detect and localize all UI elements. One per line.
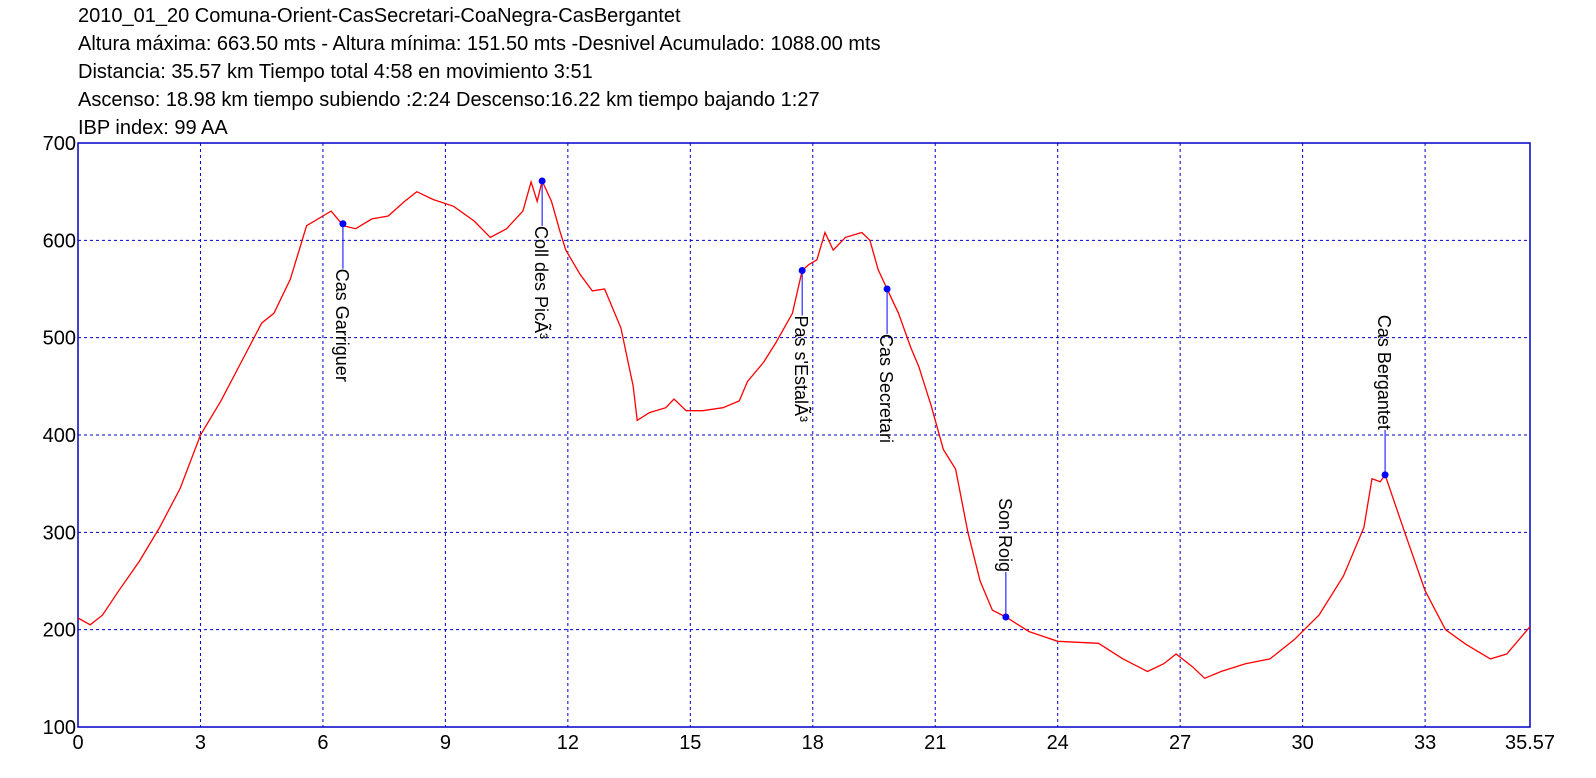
waypoint-label: Cas Secretari: [876, 334, 896, 443]
x-tick-label: 30: [1292, 732, 1314, 754]
y-tick-label: 300: [43, 522, 76, 544]
y-tick-label: 200: [43, 620, 76, 642]
x-tick-label: 21: [924, 732, 946, 754]
waypoint: [798, 267, 806, 275]
x-tick-label: 12: [557, 732, 579, 754]
y-tick-label: 400: [43, 425, 76, 447]
x-tick-label: 18: [802, 732, 824, 754]
y-tick-label: 700: [43, 133, 76, 155]
chart-title: 2010_01_20 Comuna-Orient-CasSecretari-Co…: [78, 5, 681, 27]
waypoint: [1002, 613, 1010, 621]
x-tick-label: 0: [72, 732, 83, 754]
x-tick-label: 27: [1169, 732, 1191, 754]
x-tick-label: 35.57: [1505, 732, 1555, 754]
x-tick-label: 15: [679, 732, 701, 754]
plot-frame: [77, 142, 1531, 728]
subtitle: Distancia: 35.57 km Tiempo total 4:58 en…: [78, 61, 593, 83]
y-tick-label: 100: [43, 717, 76, 739]
x-tick-label: 9: [440, 732, 451, 754]
waypoint-label: Pas s'EstalÃ³: [791, 316, 812, 422]
waypoint-label: Cas Garriguer: [332, 269, 352, 382]
subtitle: Altura máxima: 663.50 mts - Altura mínim…: [78, 33, 881, 55]
subtitle: IBP index: 99 AA: [78, 117, 228, 139]
waypoint: [339, 220, 347, 228]
waypoint-label: Son Roig: [995, 498, 1015, 572]
y-tick-label: 500: [43, 328, 76, 350]
waypoint-label: Cas Bergantet: [1374, 315, 1394, 430]
x-tick-label: 3: [195, 732, 206, 754]
x-tick-label: 33: [1414, 732, 1436, 754]
elevation-line: [77, 179, 1531, 680]
waypoint: [883, 285, 891, 293]
x-tick-label: 6: [317, 732, 328, 754]
subtitle: Ascenso: 18.98 km tiempo subiendo :2:24 …: [78, 89, 820, 111]
y-tick-label: 600: [43, 230, 76, 252]
waypoint-label: Coll des PicÃ³: [531, 226, 552, 339]
x-tick-label: 24: [1047, 732, 1069, 754]
waypoint: [538, 177, 546, 185]
waypoint: [1381, 471, 1389, 479]
